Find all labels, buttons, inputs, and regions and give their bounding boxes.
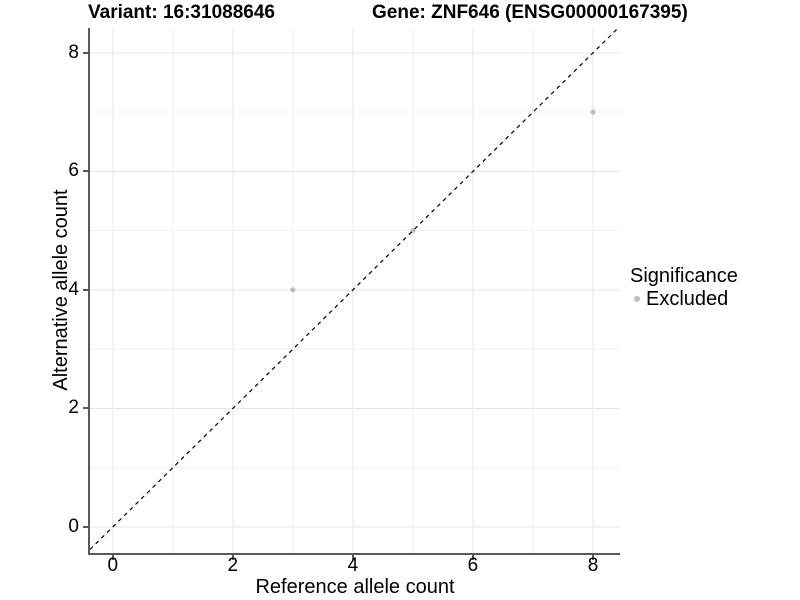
x-tick-mark: [231, 555, 234, 560]
identity-dashed-line: [90, 28, 619, 550]
legend: Significance Excluded: [630, 265, 738, 310]
legend-entry-label: Excluded: [646, 288, 729, 310]
legend-entries: Excluded: [630, 288, 738, 310]
plot-panel: [88, 28, 620, 555]
y-tick-mark: [83, 525, 88, 528]
plot-title-gene: Gene: ZNF646 (ENSG00000167395): [372, 2, 688, 23]
x-tick-label: 0: [107, 555, 119, 576]
x-tick-mark: [351, 555, 354, 560]
y-tick-mark: [83, 170, 88, 173]
x-tick-label: 6: [467, 555, 479, 576]
y-tick-label: 6: [68, 160, 79, 182]
y-tick-label: 0: [68, 515, 79, 537]
legend-title: Significance: [630, 265, 738, 287]
data-point: [290, 287, 296, 293]
x-tick-label: 2: [227, 555, 239, 576]
plot-canvas: [90, 28, 620, 553]
legend-entry: Excluded: [630, 288, 738, 310]
x-tick-mark: [471, 555, 474, 560]
plot-title-variant: Variant: 16:31088646: [88, 2, 275, 23]
data-point: [590, 109, 596, 115]
y-tick-mark: [83, 51, 88, 54]
legend-point-icon: [634, 296, 640, 302]
x-tick-mark: [591, 555, 594, 560]
x-tick-label: 8: [587, 555, 599, 576]
y-tick-label: 2: [68, 397, 79, 419]
x-tick-mark: [111, 555, 114, 560]
y-tick-label: 8: [68, 41, 79, 63]
y-tick-mark: [83, 288, 88, 291]
x-tick-label: 4: [347, 555, 359, 576]
y-tick-mark: [83, 407, 88, 410]
y-tick-label: 4: [68, 278, 79, 300]
x-axis-title: Reference allele count: [255, 576, 455, 598]
